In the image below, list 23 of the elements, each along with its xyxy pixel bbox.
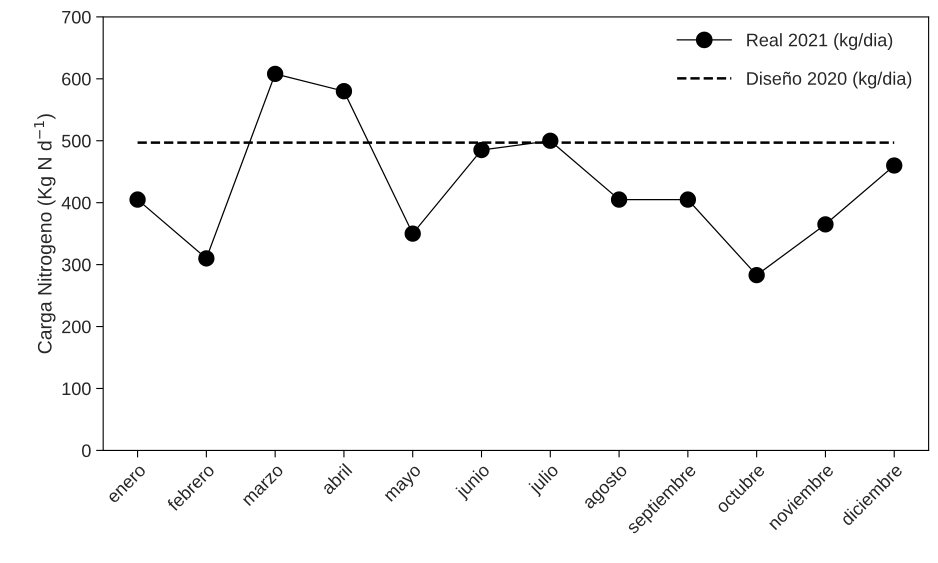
point [748, 266, 765, 284]
point [336, 83, 352, 100]
point [680, 191, 696, 208]
point [817, 216, 834, 233]
point [473, 142, 490, 158]
point [610, 191, 628, 208]
point [886, 157, 902, 174]
y-tick-label: 600 [62, 72, 91, 86]
y-tick-label: 500 [62, 134, 91, 148]
point [404, 225, 421, 242]
y-tick-label: 100 [62, 382, 91, 396]
y-axis-title: Carga Nitrogeno (Kg N d$^{−1}$) [34, 114, 56, 354]
point [266, 66, 284, 82]
point [198, 250, 215, 267]
y-tick-label: 0 [82, 444, 91, 458]
point [129, 191, 146, 208]
y-tick-label: 400 [62, 196, 91, 210]
y-tick-label: 700 [62, 10, 91, 24]
legend-label: Diseño 2020 (kg/dia) [747, 72, 912, 88]
y-tick-label: 200 [62, 320, 91, 334]
legend-label: Real 2021 (kg/dia) [747, 33, 892, 50]
x-tick-label: julio [527, 462, 562, 498]
y-tick-label: 300 [62, 258, 91, 272]
